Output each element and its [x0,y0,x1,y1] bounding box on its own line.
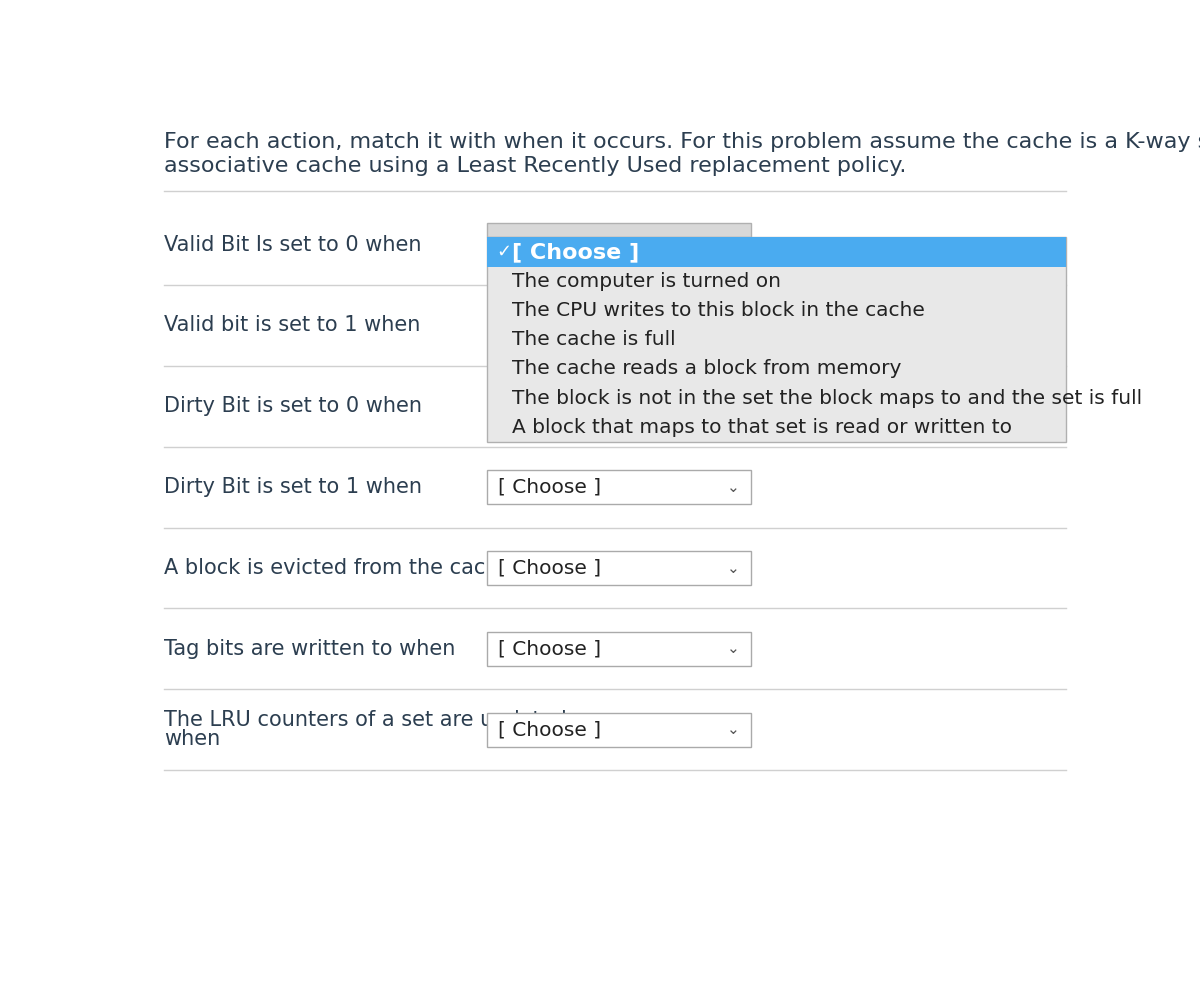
Text: Tag bits are written to when: Tag bits are written to when [164,639,455,659]
Text: The cache reads a block from memory: The cache reads a block from memory [512,360,901,378]
Text: when: when [164,729,221,749]
Text: The cache is full: The cache is full [512,330,676,349]
Text: Valid bit is set to 1 when: Valid bit is set to 1 when [164,316,420,335]
Text: For each action, match it with when it occurs. For this problem assume the cache: For each action, match it with when it o… [164,132,1200,151]
Text: The LRU counters of a set are updated: The LRU counters of a set are updated [164,711,566,730]
Bar [487,713,751,747]
Text: The computer is turned on: The computer is turned on [512,271,781,291]
Bar [487,223,751,237]
Text: [ Choose ]: [ Choose ] [512,242,640,261]
Text: ⌄: ⌄ [727,723,740,737]
Text: A block that maps to that set is read or written to: A block that maps to that set is read or… [512,418,1012,437]
Text: [ Choose ]: [ Choose ] [498,639,601,659]
Text: ✓: ✓ [497,243,511,260]
Text: ⌄: ⌄ [727,641,740,657]
Text: Dirty Bit is set to 0 when: Dirty Bit is set to 0 when [164,396,422,417]
Text: Dirty Bit is set to 1 when: Dirty Bit is set to 1 when [164,477,422,497]
Bar [487,237,1066,442]
Bar [487,470,751,504]
Bar [487,551,751,585]
Text: Valid Bit Is set to 0 when: Valid Bit Is set to 0 when [164,235,421,255]
Text: The block is not in the set the block maps to and the set is full: The block is not in the set the block ma… [512,388,1142,408]
Text: [ Choose ]: [ Choose ] [498,558,601,578]
Text: [ Choose ]: [ Choose ] [498,478,601,496]
Text: ⌄: ⌄ [727,560,740,575]
Text: associative cache using a Least Recently Used replacement policy.: associative cache using a Least Recently… [164,156,906,177]
Bar [487,237,1066,266]
Text: The CPU writes to this block in the cache: The CPU writes to this block in the cach… [512,301,925,319]
Bar [487,632,751,665]
Text: [ Choose ]: [ Choose ] [498,721,601,739]
Text: ⌄: ⌄ [727,480,740,494]
Text: A block is evicted from the cache when: A block is evicted from the cache when [164,558,575,578]
